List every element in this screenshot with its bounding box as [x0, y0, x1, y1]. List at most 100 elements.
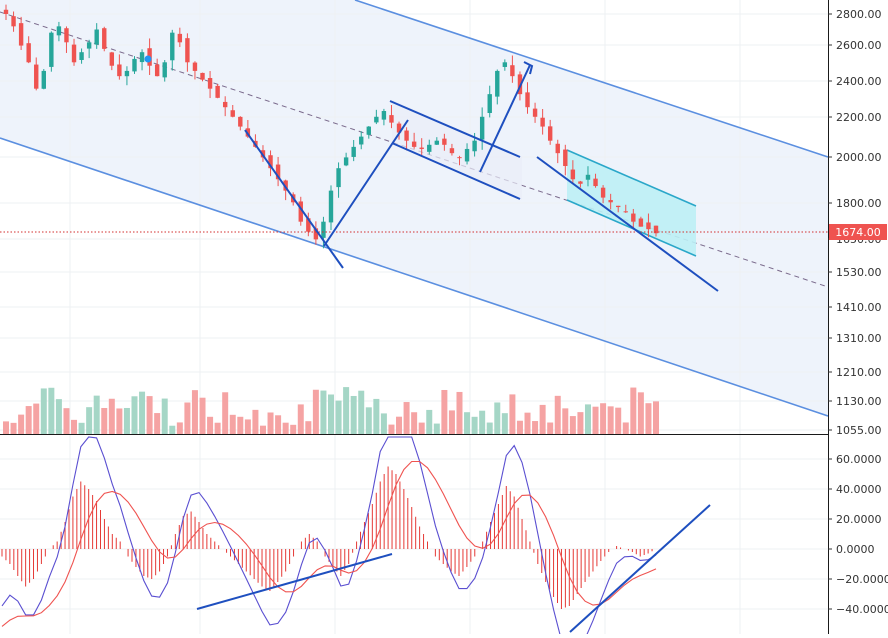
- price-tick-label: 1130.00: [836, 395, 882, 408]
- volume-bar: [10, 422, 17, 434]
- oscillator-trend-line-1[interactable]: [196, 553, 393, 610]
- price-tick-label: 2200.00: [836, 111, 882, 124]
- volume-bar: [161, 398, 168, 434]
- volume-bar: [108, 398, 115, 434]
- candle-body: [449, 148, 455, 154]
- oscillator-fast-line: [1, 436, 657, 638]
- anchor-point[interactable]: [144, 55, 152, 63]
- trend-line-down-2[interactable]: [536, 156, 719, 292]
- volume-bar: [40, 388, 47, 434]
- highlight-channel-upper[interactable]: [566, 149, 697, 207]
- volume-bar: [501, 413, 508, 434]
- volume-bar: [373, 398, 380, 434]
- trend-line-up-2[interactable]: [479, 64, 531, 173]
- candle-body: [56, 26, 62, 36]
- price-tick-label: 1530.00: [836, 266, 882, 279]
- volume-bar: [267, 412, 274, 434]
- volume-bar: [418, 422, 425, 434]
- channel-lower-line[interactable]: [0, 137, 829, 417]
- price-tick-label: 1410.00: [836, 301, 882, 314]
- oscillator-tick-label: 20.0000: [836, 513, 882, 526]
- candle-body: [313, 228, 319, 240]
- volume-bar: [388, 424, 395, 434]
- volume-bar: [320, 390, 327, 434]
- volume-bar: [380, 413, 387, 434]
- candle-body: [185, 38, 190, 63]
- volume-bar: [426, 409, 433, 434]
- volume-bar: [191, 390, 198, 434]
- candle-body: [109, 52, 115, 66]
- volume-bar: [615, 407, 622, 434]
- candle-body: [94, 29, 99, 45]
- candle-body: [154, 64, 160, 77]
- volume-bar: [547, 422, 554, 434]
- candle-body: [139, 52, 145, 63]
- price-axis[interactable]: 2800.00 2600.00 2400.00 2200.00 2000.00 1800.…: [828, 8, 882, 437]
- candle-body: [162, 62, 167, 78]
- volume-bar: [78, 422, 85, 434]
- trend-line-mid-lower[interactable]: [391, 142, 521, 200]
- volume-bar: [275, 415, 282, 434]
- volume-bar: [479, 410, 486, 434]
- volume-bar: [441, 389, 448, 434]
- volume-bar: [290, 424, 297, 434]
- volume-bar: [509, 394, 516, 434]
- candle-body: [396, 123, 402, 133]
- candle-body: [578, 181, 583, 184]
- volume-bar: [600, 403, 607, 434]
- volume-bar: [259, 425, 266, 434]
- candle-body: [555, 143, 560, 154]
- volume-bar: [297, 404, 304, 434]
- oscillator-trend-line-2[interactable]: [569, 504, 711, 633]
- volume-bar: [539, 404, 546, 434]
- volume-bar: [569, 416, 576, 434]
- candle-body: [26, 43, 31, 63]
- candle-body: [238, 116, 243, 127]
- candle-body: [366, 126, 371, 135]
- trend-line-mid-upper[interactable]: [389, 100, 521, 158]
- volume-bar: [433, 423, 440, 434]
- candle-body: [374, 116, 379, 123]
- price-tick-label: 2800.00: [836, 8, 882, 21]
- volume-bar: [592, 406, 599, 434]
- volume-bar: [637, 392, 644, 434]
- candle-body: [222, 101, 228, 108]
- candlesticks: [3, 4, 659, 249]
- candle-body: [563, 149, 568, 167]
- trend-line-down-1[interactable]: [244, 129, 344, 269]
- volume-bar: [116, 408, 123, 434]
- candle-body: [638, 218, 644, 227]
- candle-body: [321, 221, 326, 238]
- volume-bar: [207, 416, 214, 434]
- candle-body: [381, 111, 387, 120]
- candle-body: [343, 157, 349, 166]
- price-tick-label: 1800.00: [836, 197, 882, 210]
- trend-line-up-1[interactable]: [323, 119, 409, 247]
- oscillator-slow-line: [1, 460, 657, 627]
- candle-body: [442, 138, 447, 145]
- mid-channel-fill: [392, 100, 522, 200]
- candle-body: [570, 169, 576, 180]
- oscillator-axis[interactable]: 60.0000 40.0000 20.0000 0.0000 −20.0000 −40.0…: [828, 453, 888, 616]
- candle-body: [41, 70, 46, 89]
- price-tick-label: 1310.00: [836, 332, 882, 345]
- candle-body: [487, 94, 492, 113]
- candle-body: [411, 141, 417, 147]
- volume-bar: [176, 422, 183, 434]
- volume-bar: [607, 406, 614, 434]
- candle-body: [132, 58, 137, 72]
- candle-body: [404, 130, 409, 141]
- candle-body: [11, 16, 16, 27]
- volume-bar: [305, 421, 312, 434]
- candle-body: [49, 32, 54, 67]
- highlight-channel[interactable]: [567, 150, 696, 256]
- candle-body: [336, 168, 341, 188]
- candle-body: [215, 85, 220, 98]
- channel-upper-line[interactable]: [354, 0, 829, 158]
- price-tick-label: 2000.00: [836, 151, 882, 164]
- volume-bar: [131, 396, 138, 434]
- trend-lines[interactable]: [244, 61, 719, 292]
- volume-bar: [86, 407, 93, 434]
